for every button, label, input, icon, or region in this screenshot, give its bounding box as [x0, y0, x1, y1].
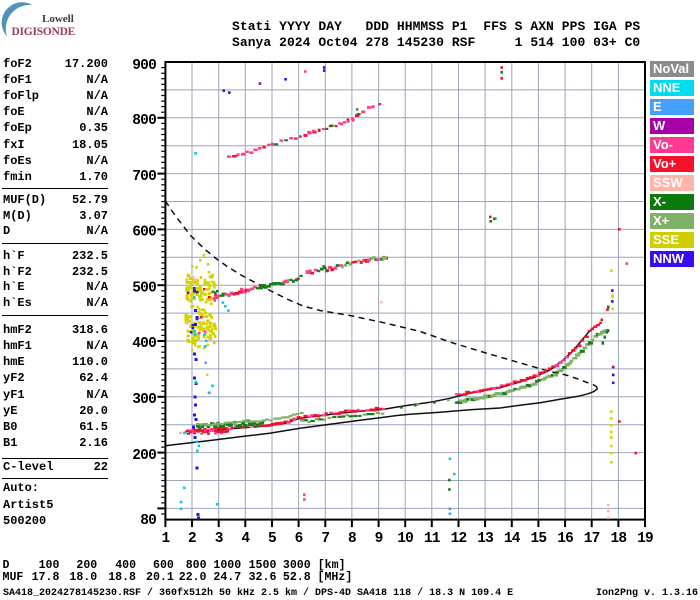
- svg-text:14: 14: [504, 531, 521, 547]
- svg-text:200: 200: [132, 448, 156, 464]
- svg-text:16: 16: [557, 531, 573, 547]
- svg-text:900: 900: [132, 58, 156, 74]
- svg-text:10: 10: [397, 531, 413, 547]
- svg-text:700: 700: [132, 169, 156, 185]
- svg-text:5: 5: [268, 531, 276, 547]
- svg-text:18: 18: [610, 531, 626, 547]
- svg-text:3: 3: [215, 531, 223, 547]
- svg-text:17: 17: [584, 531, 600, 547]
- svg-text:1: 1: [161, 531, 170, 547]
- svg-text:800: 800: [132, 113, 156, 129]
- svg-text:80: 80: [140, 513, 156, 529]
- svg-text:15: 15: [530, 531, 546, 547]
- svg-text:500: 500: [132, 280, 156, 296]
- svg-text:6: 6: [295, 531, 303, 547]
- svg-text:13: 13: [477, 531, 493, 547]
- svg-text:11: 11: [424, 531, 441, 547]
- svg-text:7: 7: [321, 531, 329, 547]
- svg-text:2: 2: [188, 531, 196, 547]
- svg-text:600: 600: [132, 225, 156, 241]
- svg-text:4: 4: [241, 531, 250, 547]
- svg-text:8: 8: [348, 531, 356, 547]
- svg-text:19: 19: [637, 531, 653, 547]
- svg-text:9: 9: [375, 531, 383, 547]
- svg-text:300: 300: [132, 392, 156, 408]
- svg-text:400: 400: [132, 336, 156, 352]
- svg-text:12: 12: [451, 531, 467, 547]
